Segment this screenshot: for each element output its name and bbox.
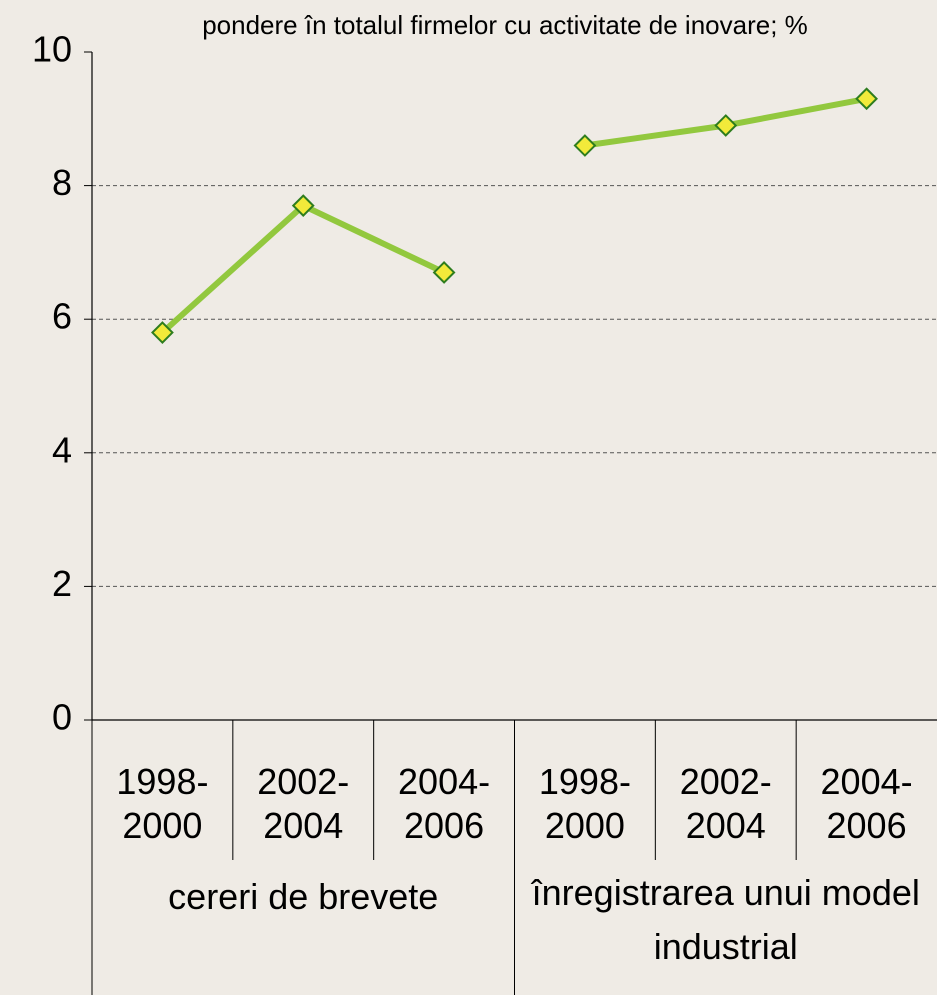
x-tick-label: 2002-2004 xyxy=(679,761,772,846)
marker xyxy=(151,321,174,344)
line xyxy=(160,202,446,335)
chart-title: pondere în totalul firmelor cu activitat… xyxy=(202,10,808,40)
x-tick-label: 1998-2000 xyxy=(538,761,631,846)
marker xyxy=(855,87,878,111)
marker xyxy=(432,261,456,284)
y-tick-label: 4 xyxy=(52,429,72,470)
x-tick-label: 2002-2004 xyxy=(257,761,350,846)
x-tick-label: 2004-2006 xyxy=(820,761,913,846)
y-tick-label: 8 xyxy=(52,162,72,203)
y-tick-label: 6 xyxy=(52,296,72,337)
group-label: înregistrarea unui model industrial xyxy=(531,872,920,967)
marker xyxy=(573,134,597,157)
y-tick-label: 2 xyxy=(52,563,72,604)
y-tick-label: 0 xyxy=(52,697,72,738)
marker xyxy=(291,194,315,218)
marker xyxy=(714,114,738,137)
group-label: cereri de brevete xyxy=(168,876,439,917)
x-tick-label: 1998-2000 xyxy=(116,761,209,846)
x-tick-label: 2004-2006 xyxy=(398,761,491,846)
y-tick-label: 10 xyxy=(32,29,72,70)
